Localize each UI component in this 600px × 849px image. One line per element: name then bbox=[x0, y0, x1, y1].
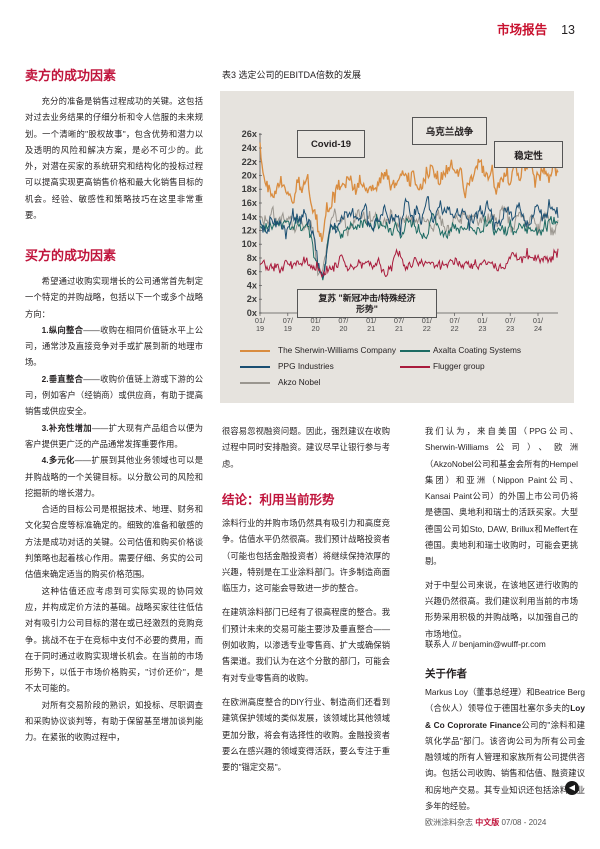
svg-text:6x: 6x bbox=[247, 267, 258, 277]
svg-text:18x: 18x bbox=[242, 184, 258, 194]
svg-text:16x: 16x bbox=[242, 198, 258, 208]
svg-text:24: 24 bbox=[534, 324, 542, 333]
svg-text:20: 20 bbox=[339, 324, 347, 333]
svg-text:21: 21 bbox=[367, 324, 375, 333]
svg-text:20x: 20x bbox=[242, 171, 258, 181]
svg-text:23: 23 bbox=[478, 324, 486, 333]
svg-text:22: 22 bbox=[423, 324, 431, 333]
svg-text:14x: 14x bbox=[242, 212, 258, 222]
svg-text:8x: 8x bbox=[247, 253, 258, 263]
svg-text:22x: 22x bbox=[242, 157, 258, 167]
svg-text:19: 19 bbox=[256, 324, 264, 333]
svg-text:19: 19 bbox=[284, 324, 292, 333]
svg-text:10x: 10x bbox=[242, 239, 258, 249]
svg-text:20: 20 bbox=[312, 324, 320, 333]
svg-text:22: 22 bbox=[451, 324, 459, 333]
svg-text:21: 21 bbox=[395, 324, 403, 333]
svg-text:2x: 2x bbox=[247, 294, 258, 304]
svg-text:24x: 24x bbox=[242, 143, 258, 153]
svg-text:23: 23 bbox=[506, 324, 514, 333]
svg-text:12x: 12x bbox=[242, 226, 258, 236]
svg-text:4x: 4x bbox=[247, 281, 258, 291]
svg-text:26x: 26x bbox=[242, 129, 258, 139]
